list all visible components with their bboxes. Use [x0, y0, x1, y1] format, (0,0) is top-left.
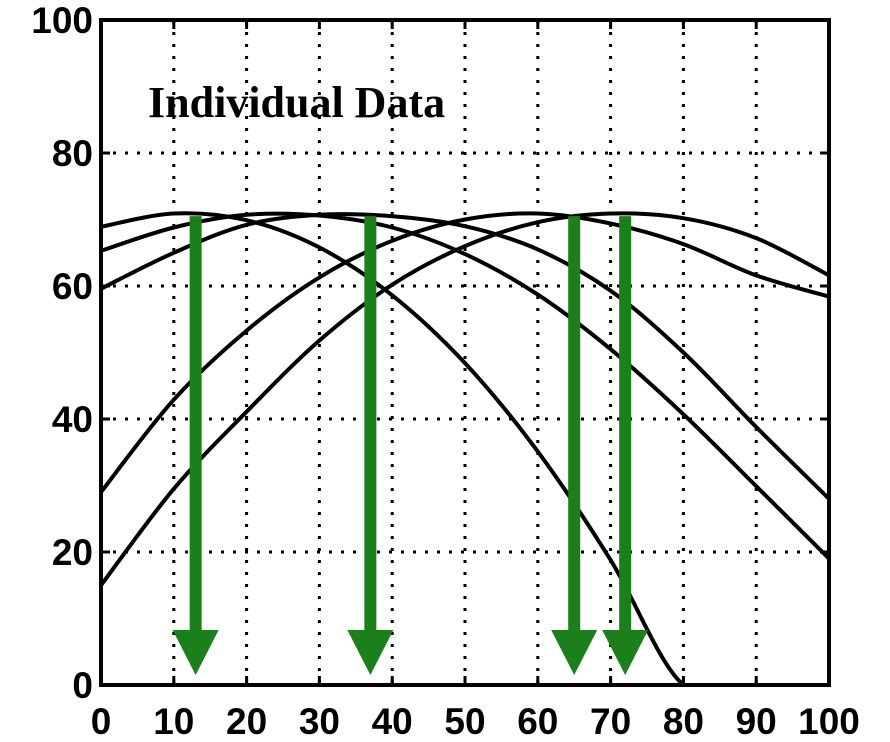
axis-ticks: 0 10 20 30 40 50 60 70 80 90 100 0 20 40 60 80 100: [31, 0, 860, 742]
x-tick-label: 100: [798, 701, 860, 742]
x-tick-label: 20: [226, 701, 267, 742]
series-line-2: [101, 212, 829, 501]
x-tick-label: 60: [517, 701, 558, 742]
data-series: [101, 211, 829, 685]
y-tick-label: 0: [72, 665, 93, 706]
grid-lines: [101, 20, 829, 685]
peak-arrow-3: [551, 216, 598, 676]
y-tick-label: 100: [31, 0, 93, 41]
x-tick-label: 80: [663, 701, 704, 742]
series-line-3: [101, 211, 829, 561]
y-tick-label: 60: [52, 266, 93, 307]
peak-arrow-1: [172, 216, 219, 676]
series-line-5: [101, 211, 829, 587]
series-line-1: [101, 211, 829, 685]
x-tick-label: 50: [444, 701, 485, 742]
x-tick-label: 30: [299, 701, 340, 742]
y-tick-label: 20: [52, 532, 93, 573]
series-line-4: [101, 211, 829, 494]
peak-arrow-4: [602, 216, 649, 676]
x-tick-label: 90: [736, 701, 777, 742]
x-tick-label: 40: [372, 701, 413, 742]
x-tick-label: 10: [153, 701, 194, 742]
peak-arrows: [172, 216, 649, 676]
y-tick-label: 80: [52, 133, 93, 174]
chart-title: Individual Data: [148, 78, 445, 127]
x-tick-label: 0: [91, 701, 112, 742]
peak-arrow-2: [347, 216, 394, 676]
x-tick-label: 70: [590, 701, 631, 742]
y-tick-label: 40: [52, 399, 93, 440]
